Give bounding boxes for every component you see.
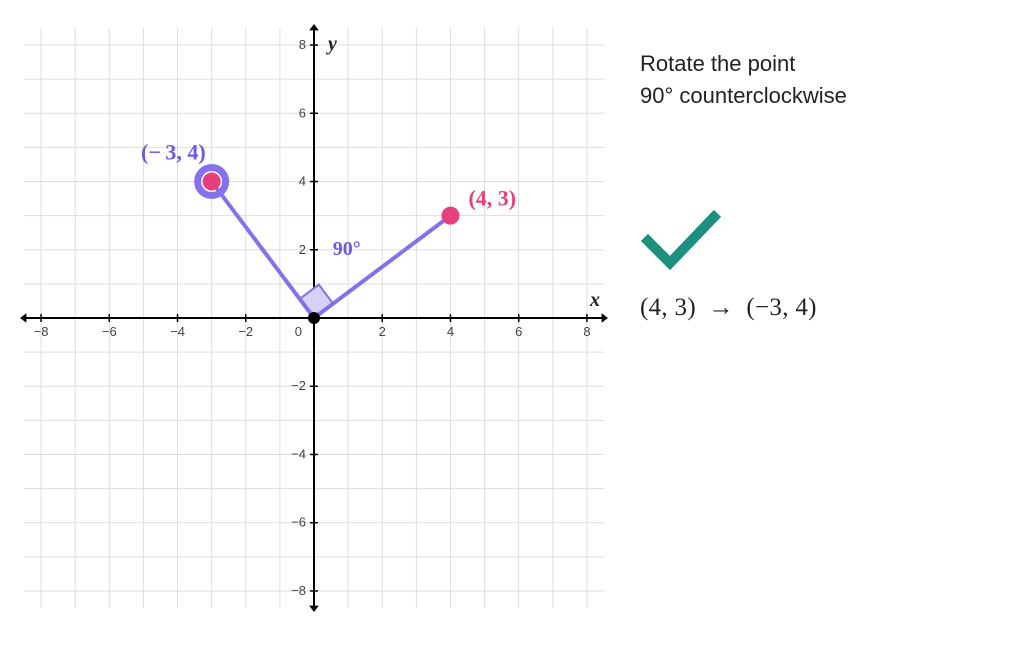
arrow-icon: → [703,294,740,322]
svg-text:−2: −2 [238,324,253,339]
stage: −8 −8 −6 −6 −4 −4 −2 −2 0 2 2 4 4 6 6 8 8 x y (4, 3) (− 3, 4… [0,0,1032,645]
svg-text:(4, 3): (4, 3) [468,186,516,211]
instruction-text: Rotate the point 90° counterclockwise [640,48,1020,112]
instruction-line-1: Rotate the point [640,51,795,76]
svg-text:8: 8 [299,37,306,52]
svg-text:6: 6 [299,105,306,120]
side-panel: Rotate the point 90° counterclockwise (4… [640,48,1020,322]
svg-text:90°: 90° [333,238,361,260]
svg-text:4: 4 [447,324,454,339]
svg-text:6: 6 [515,324,522,339]
svg-text:x: x [589,289,600,311]
transformation-from: (4, 3) [640,294,696,321]
transformation-to: (−3, 4) [746,294,816,321]
check-icon [640,207,728,277]
svg-text:2: 2 [299,242,306,257]
transformation-expression: (4, 3) → (−3, 4) [640,294,1020,322]
svg-text:−6: −6 [291,515,306,530]
coordinate-plane: −8 −8 −6 −6 −4 −4 −2 −2 0 2 2 4 4 6 6 8 8 x y (4, 3) (− 3, 4… [6,10,622,626]
svg-text:−2: −2 [291,378,306,393]
svg-text:y: y [326,33,337,55]
svg-text:−6: −6 [102,324,117,339]
svg-text:4: 4 [299,174,306,189]
svg-text:−8: −8 [291,583,306,598]
svg-text:8: 8 [583,324,590,339]
svg-text:(− 3, 4): (− 3, 4) [141,140,206,165]
correct-checkmark [640,207,1020,282]
svg-text:0: 0 [295,324,302,339]
svg-text:−8: −8 [34,324,49,339]
svg-text:2: 2 [379,324,386,339]
instruction-line-2: 90° counterclockwise [640,83,847,108]
svg-text:−4: −4 [291,446,306,461]
svg-text:−4: −4 [170,324,185,339]
